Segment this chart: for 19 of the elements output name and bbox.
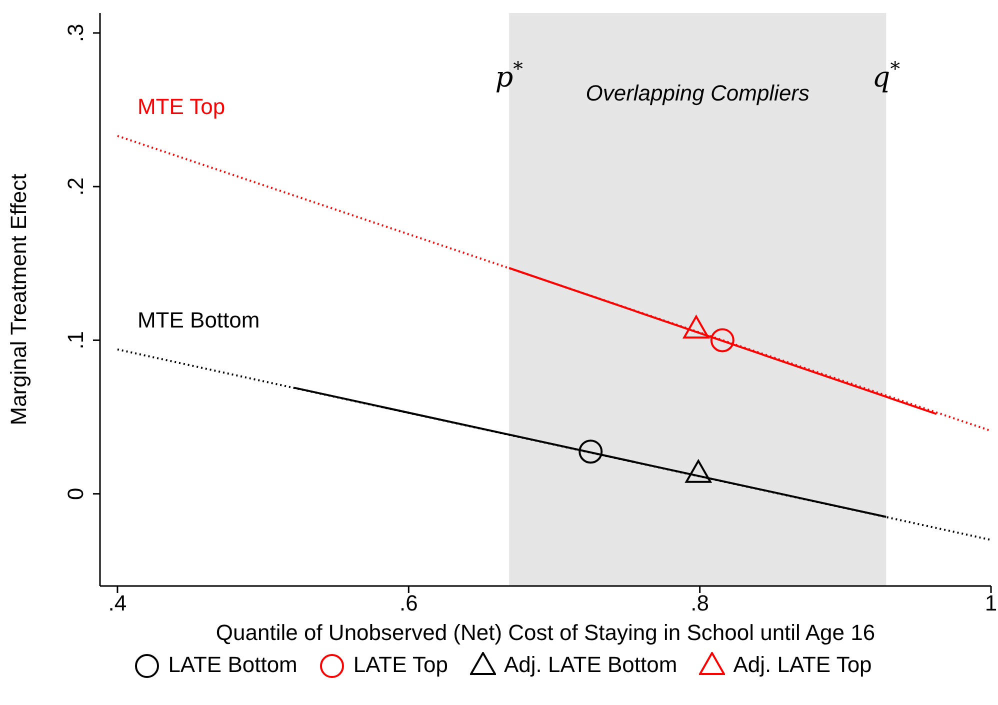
series-label: MTE Top: [137, 94, 226, 119]
y-tick-label: .1: [63, 331, 88, 350]
legend-label: Adj. LATE Top: [733, 652, 872, 678]
y-tick-label: .3: [63, 24, 88, 42]
y-tick-label: .2: [63, 177, 88, 196]
y-tick-label: 0: [63, 488, 88, 500]
legend-label: LATE Top: [353, 652, 448, 678]
series-label: MTE Bottom: [137, 307, 260, 332]
y-axis-title: Marginal Treatment Effect: [6, 174, 31, 426]
x-tick-label: 1: [984, 590, 998, 616]
annotation: p$^{*}$: [495, 57, 524, 94]
legend-label: LATE Bottom: [168, 652, 298, 678]
x-axis-title: Quantile of Unobserved (Net) Cost of Staying in School until Age 16: [216, 620, 876, 645]
x-tick-label: .8: [690, 590, 710, 616]
band-label: Overlapping Compliers: [586, 80, 810, 106]
x-tick-label: .6: [399, 590, 418, 616]
legend-label: Adj. LATE Bottom: [504, 652, 678, 678]
annotation: q$^{*}$: [872, 57, 900, 94]
x-tick-label: .4: [108, 590, 127, 616]
